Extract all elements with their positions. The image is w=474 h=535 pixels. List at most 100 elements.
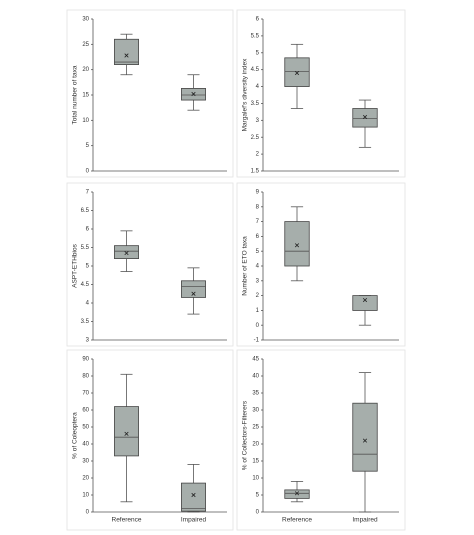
y-axis-label: % of Coleoptera [72, 412, 79, 459]
box [181, 280, 206, 298]
y-tick-label: 20 [252, 442, 259, 448]
y-tick-label: 10 [82, 493, 89, 499]
y-tick-label: 40 [252, 374, 259, 380]
mean-stroke [362, 438, 368, 443]
y-tick-label: 35 [252, 391, 259, 397]
x-tick-label: Reference [112, 517, 142, 524]
box [284, 489, 310, 499]
y-axis-label: Total number of taxa [72, 65, 79, 124]
y-tick-label: -1 [254, 338, 260, 344]
y-tick-label: 4 [86, 301, 90, 307]
y-tick-label: 1.5 [251, 169, 260, 175]
y-tick-label: 4 [256, 264, 260, 270]
mean-marker [362, 297, 368, 303]
mean-stroke [191, 492, 196, 498]
y-tick-label: 15 [252, 459, 259, 465]
y-tick-label: 3 [86, 338, 90, 344]
y-tick-label: 5 [256, 50, 260, 56]
mean-marker [124, 250, 129, 256]
y-tick-label: 3 [256, 118, 260, 124]
panel-frame [236, 349, 406, 531]
y-tick-label: 5 [256, 249, 260, 255]
y-tick-label: 5 [86, 143, 90, 149]
box [352, 108, 378, 128]
mean-stroke [362, 114, 368, 120]
mean-stroke [191, 291, 196, 296]
y-tick-label: 80 [82, 374, 89, 380]
mean-stroke [124, 250, 129, 256]
y-tick-label: 4.5 [81, 282, 90, 288]
mean-stroke [124, 53, 129, 58]
panel-frame [66, 182, 234, 347]
box [352, 295, 378, 311]
box [114, 38, 139, 66]
panel-frame [66, 9, 234, 178]
y-tick-label: 5 [256, 493, 260, 499]
y-tick-label: 3 [256, 278, 260, 284]
box [114, 406, 139, 457]
y-tick-label: 6 [256, 17, 260, 23]
y-tick-label: 8 [256, 204, 260, 210]
y-axis-label: Number of ETO taxa [242, 236, 249, 296]
x-tick-label: Impaired [352, 517, 378, 524]
y-tick-label: 90 [82, 357, 89, 363]
y-tick-label: 45 [252, 357, 259, 363]
box [284, 57, 310, 87]
y-tick-label: 5.5 [81, 245, 90, 251]
mean-marker [362, 438, 368, 443]
y-tick-label: 30 [82, 459, 89, 465]
y-tick-label: 6 [86, 227, 90, 233]
x-tick-label: Impaired [181, 517, 207, 524]
mean-marker [294, 491, 300, 496]
y-tick-label: 5 [86, 264, 90, 270]
mean-marker [124, 431, 129, 436]
y-tick-label: 2.5 [251, 135, 260, 141]
y-axis-label: % of Collectors-Filterers [242, 400, 249, 470]
mean-marker [294, 243, 300, 248]
y-tick-label: 50 [82, 425, 89, 431]
mean-stroke [124, 431, 129, 436]
y-tick-label: 3.5 [251, 101, 260, 107]
y-tick-label: 70 [82, 391, 89, 397]
y-axis-label: ASPT-ETHbios [72, 243, 79, 287]
y-tick-label: 1 [256, 308, 260, 314]
mean-stroke [294, 70, 300, 76]
y-tick-label: 6 [256, 234, 260, 240]
box [352, 402, 378, 472]
y-tick-label: 30 [82, 17, 89, 23]
y-axis-label: Margalef's diversity index [242, 58, 249, 132]
y-tick-label: 25 [252, 425, 259, 431]
y-tick-label: 2 [256, 293, 260, 299]
y-tick-label: 25 [82, 42, 89, 48]
y-tick-label: 7 [86, 190, 90, 196]
box [114, 245, 139, 259]
y-tick-label: 30 [252, 408, 259, 414]
mean-marker [191, 291, 196, 296]
mean-stroke [191, 91, 196, 97]
mean-marker [294, 70, 300, 76]
y-tick-label: 0 [256, 323, 260, 329]
y-tick-label: 10 [82, 118, 89, 124]
panel-frame [236, 182, 406, 347]
mean-stroke [294, 243, 300, 248]
y-tick-label: 0 [86, 169, 90, 175]
y-tick-label: 9 [256, 190, 260, 196]
y-tick-label: 5.5 [251, 33, 260, 39]
mean-marker [191, 492, 196, 498]
y-tick-label: 0 [256, 510, 260, 516]
mean-stroke [294, 491, 300, 496]
box [181, 482, 206, 512]
y-tick-label: 20 [82, 67, 89, 73]
mean-marker [191, 91, 196, 97]
y-tick-label: 4.5 [251, 67, 260, 73]
y-tick-label: 20 [82, 476, 89, 482]
y-tick-label: 40 [82, 442, 89, 448]
panel-frame [66, 349, 234, 531]
mean-marker [362, 114, 368, 120]
y-tick-label: 15 [82, 93, 89, 99]
y-tick-label: 10 [252, 476, 259, 482]
y-tick-label: 0 [86, 510, 90, 516]
mean-marker [124, 53, 129, 58]
x-tick-label: Reference [282, 517, 312, 524]
